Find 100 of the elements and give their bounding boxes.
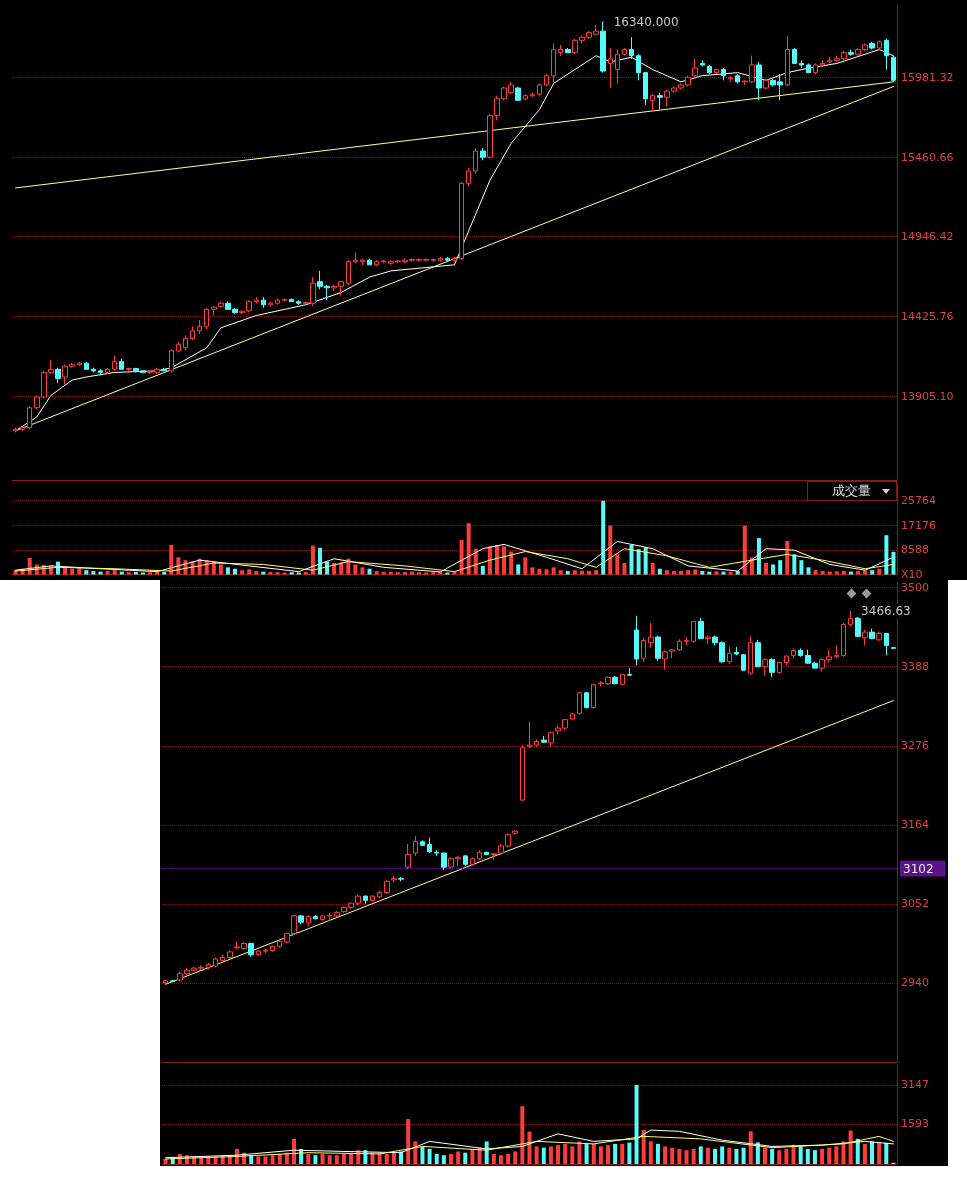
bar: [413, 1141, 418, 1164]
bar: [384, 1153, 389, 1164]
bar: [537, 568, 542, 575]
candlestick: [806, 62, 811, 74]
bar: [530, 567, 535, 575]
candlestick: [360, 258, 365, 266]
bar: [728, 571, 733, 575]
candlestick: [163, 979, 168, 985]
candlestick: [741, 653, 746, 672]
y-tick-label: 1593: [901, 1117, 929, 1131]
bar: [720, 1146, 725, 1164]
candlestick: [691, 620, 696, 644]
candlestick: [769, 657, 775, 678]
bar: [541, 1147, 546, 1164]
y-tick-label: 17176: [901, 518, 936, 532]
bar: [748, 1131, 753, 1164]
bar: [225, 567, 230, 575]
bar: [516, 564, 521, 575]
y-tick-label: 15460.66: [901, 150, 954, 164]
bar: [636, 549, 641, 575]
bar: [693, 569, 698, 575]
bar: [770, 1148, 775, 1164]
bar: [606, 1145, 610, 1164]
candlestick: [677, 638, 682, 652]
candlestick: [282, 298, 287, 303]
bar: [452, 571, 457, 575]
candlestick: [438, 256, 443, 263]
bar: [256, 1156, 261, 1164]
candlestick: [183, 335, 188, 352]
bar: [320, 1153, 325, 1164]
bar: [764, 563, 769, 575]
y-tick-label: 3500: [901, 581, 929, 595]
bar: [349, 1153, 354, 1164]
bar: [742, 525, 747, 575]
candlestick: [480, 147, 486, 161]
bar: [277, 1153, 282, 1164]
candlestick: [263, 948, 268, 954]
bar: [402, 571, 407, 575]
bar: [327, 1155, 332, 1164]
candlestick: [353, 251, 358, 264]
candlestick: [289, 298, 294, 303]
bar: [714, 571, 719, 575]
bar: [771, 564, 776, 575]
y-tick-label: 3388: [901, 660, 929, 674]
candlestick: [204, 307, 209, 330]
bar: [534, 1146, 539, 1164]
candlestick: [254, 296, 259, 304]
candlestick: [884, 38, 889, 71]
bar: [155, 571, 160, 575]
candlestick: [684, 636, 689, 647]
candlestick: [634, 615, 639, 666]
candlestick: [313, 914, 318, 920]
bar: [133, 571, 138, 575]
candlestick: [55, 367, 61, 384]
y-tick-label: X10: [901, 568, 923, 581]
bar: [406, 1119, 411, 1164]
candlestick: [270, 945, 275, 953]
bar: [784, 1148, 789, 1164]
bar: [884, 1142, 889, 1164]
candlestick: [363, 894, 368, 905]
candlestick: [169, 348, 174, 373]
candlestick: [700, 59, 705, 67]
bar: [698, 1146, 703, 1164]
bar: [513, 1151, 518, 1164]
bar: [572, 570, 577, 575]
candlestick: [534, 738, 539, 748]
y-tick-label: 8588: [901, 543, 929, 557]
annotation: 16340.000: [613, 14, 679, 29]
bar: [827, 1147, 832, 1164]
bar: [98, 571, 103, 575]
candlestick: [84, 361, 89, 370]
candlestick: [91, 367, 96, 373]
candlestick: [570, 712, 575, 721]
bar: [313, 1155, 318, 1164]
bar: [105, 571, 110, 575]
bar: [289, 572, 294, 575]
candlestick: [197, 319, 202, 335]
bar: [827, 571, 832, 575]
bar: [70, 568, 75, 575]
candlestick: [530, 92, 535, 98]
bar: [870, 570, 875, 575]
bar: [431, 572, 436, 575]
y-tick-label: 15981.32: [901, 70, 954, 84]
ref-line-label: 3102: [903, 861, 934, 876]
candlestick: [112, 354, 117, 372]
candlestick: [848, 610, 853, 627]
candlestick: [791, 647, 796, 659]
candlestick: [374, 259, 379, 267]
candlestick: [612, 675, 618, 685]
bar: [650, 563, 655, 575]
line-series: [15, 548, 894, 573]
bar: [417, 572, 422, 575]
bar: [848, 571, 853, 575]
bar: [268, 571, 273, 575]
bar: [812, 1150, 817, 1164]
bar: [679, 570, 684, 575]
bar: [218, 564, 223, 575]
bar: [641, 1130, 646, 1164]
candlestick: [641, 637, 646, 663]
bar: [296, 572, 301, 575]
